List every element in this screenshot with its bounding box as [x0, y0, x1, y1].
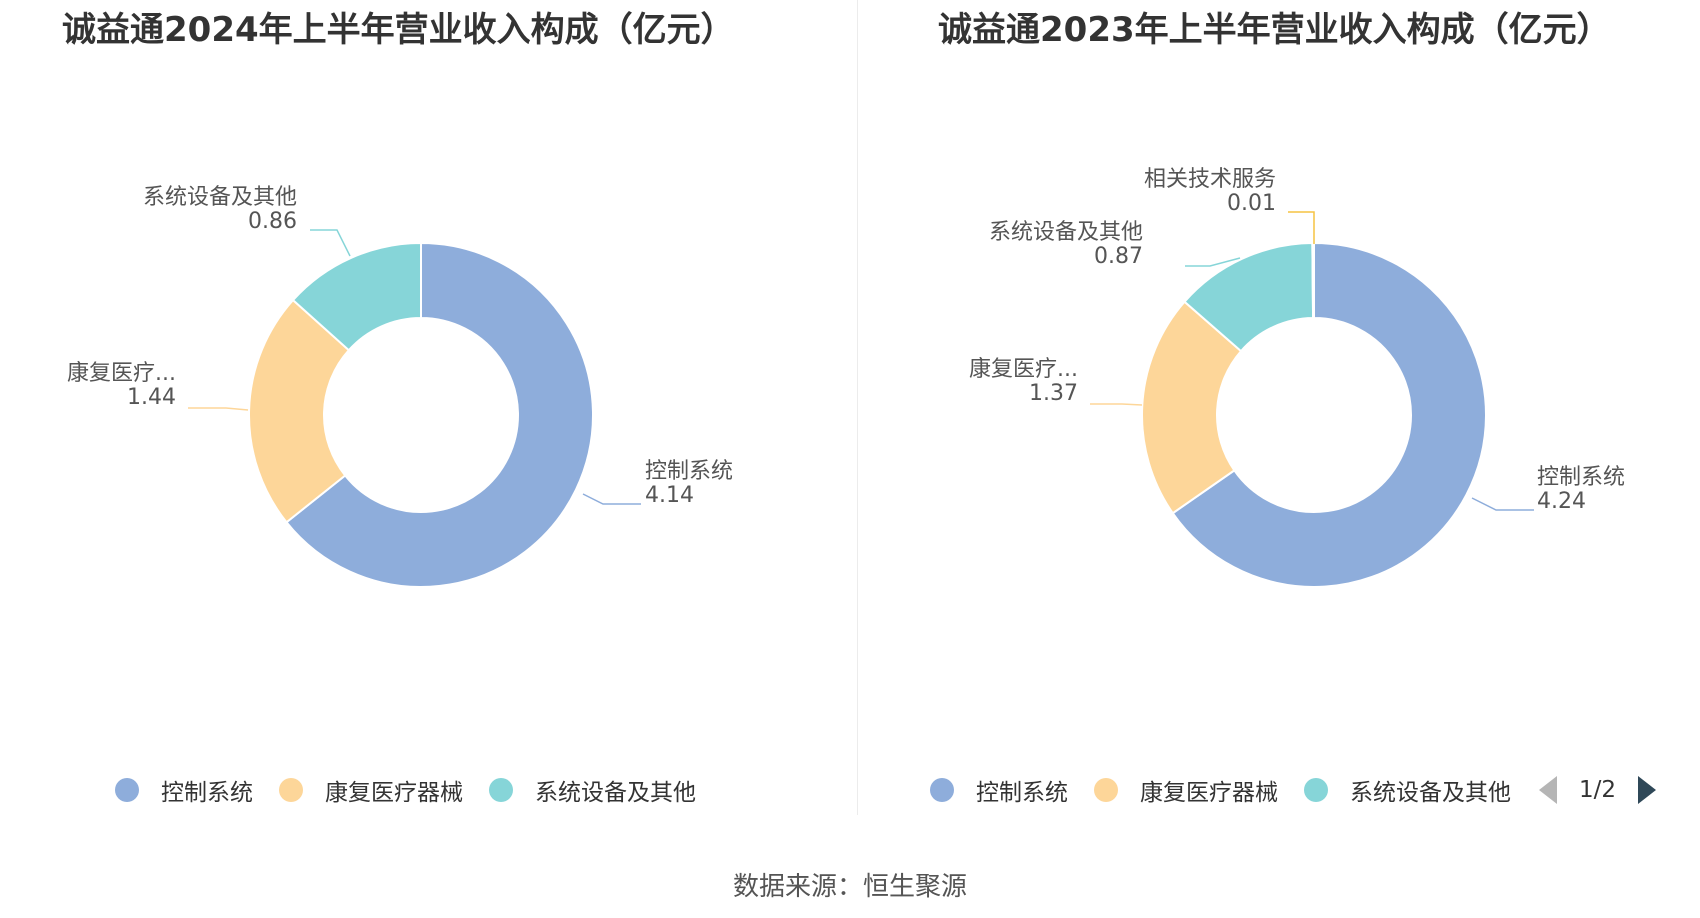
slice-label: 康复医疗...: [969, 357, 1078, 382]
slice-value: 0.86: [248, 209, 297, 234]
leader-line: [188, 407, 249, 411]
slice-label: 控制系统: [645, 459, 733, 484]
legend-swatch: [1094, 778, 1118, 802]
legend: 控制系统 康复医疗器械 系统设备及其他 1/2: [930, 772, 1657, 808]
legend-swatch: [1304, 778, 1328, 802]
slice-value: 0.01: [1227, 191, 1276, 216]
leader-line: [1090, 403, 1143, 406]
slice-label: 系统设备及其他: [143, 185, 297, 210]
leader-line: [1185, 257, 1241, 267]
leader-line: [1288, 211, 1315, 244]
donut-slice-0[interactable]: [1171, 241, 1487, 588]
chart-title: 诚益通2024年上半年营业收入构成（亿元）: [62, 10, 735, 50]
slice-label: 康复医疗...: [67, 361, 176, 386]
legend-item-control-system[interactable]: 控制系统: [115, 773, 253, 807]
leader-line: [310, 229, 351, 257]
data-source: 数据来源：恒生聚源: [732, 872, 967, 902]
legend-label: 控制系统: [976, 780, 1068, 806]
legend-item-system-equipment[interactable]: 系统设备及其他: [489, 773, 696, 807]
slice-label: 相关技术服务: [1144, 167, 1276, 192]
legend-item-control-system[interactable]: 控制系统: [930, 773, 1068, 807]
legend: 控制系统 康复医疗器械 系统设备及其他: [115, 772, 722, 808]
slice-value: 0.87: [1094, 244, 1143, 269]
slice-value: 1.37: [1029, 381, 1078, 406]
legend-label: 系统设备及其他: [1350, 780, 1511, 806]
chart-panel-2024: 诚益通2024年上半年营业收入构成（亿元） 控制系统 4.14 康复医疗... 1.4…: [0, 0, 850, 830]
legend-swatch: [115, 778, 139, 802]
slice-value: 1.44: [127, 385, 176, 410]
pager-next-icon[interactable]: [1638, 776, 1657, 804]
slice-label: 控制系统: [1537, 465, 1625, 490]
donut-slice-2[interactable]: [291, 241, 422, 352]
legend-label: 控制系统: [161, 780, 253, 806]
donut-slice-1[interactable]: [1141, 300, 1243, 515]
slice-label: 系统设备及其他: [989, 220, 1143, 245]
donut-slice-1[interactable]: [248, 298, 351, 524]
donut-slice-3[interactable]: [1311, 241, 1315, 320]
leader-line: [582, 493, 641, 505]
legend-swatch: [930, 778, 954, 802]
legend-item-system-equipment[interactable]: 系统设备及其他: [1304, 773, 1511, 807]
legend-label: 康复医疗器械: [1140, 780, 1278, 806]
pager-prev-icon[interactable]: [1539, 776, 1557, 804]
panel-divider: [857, 0, 858, 815]
legend-item-rehab-medical[interactable]: 康复医疗器械: [279, 773, 463, 807]
legend-swatch: [279, 778, 303, 802]
chart-title: 诚益通2023年上半年营业收入构成（亿元）: [938, 10, 1611, 50]
legend-swatch: [489, 778, 513, 802]
legend-label: 系统设备及其他: [535, 780, 696, 806]
donut-slice-0[interactable]: [285, 241, 594, 588]
legend-item-rehab-medical[interactable]: 康复医疗器械: [1094, 773, 1278, 807]
leader-line: [1471, 497, 1534, 511]
chart-panel-2023: 诚益通2023年上半年营业收入构成（亿元） 控制系统 4.24 康复医疗... 1.3…: [850, 0, 1700, 830]
legend-label: 康复医疗器械: [325, 780, 463, 806]
legend-pager: 1/2: [1539, 776, 1657, 804]
pager-text: 1/2: [1579, 777, 1617, 803]
slice-value: 4.14: [645, 483, 694, 508]
slice-value: 4.24: [1537, 489, 1586, 514]
